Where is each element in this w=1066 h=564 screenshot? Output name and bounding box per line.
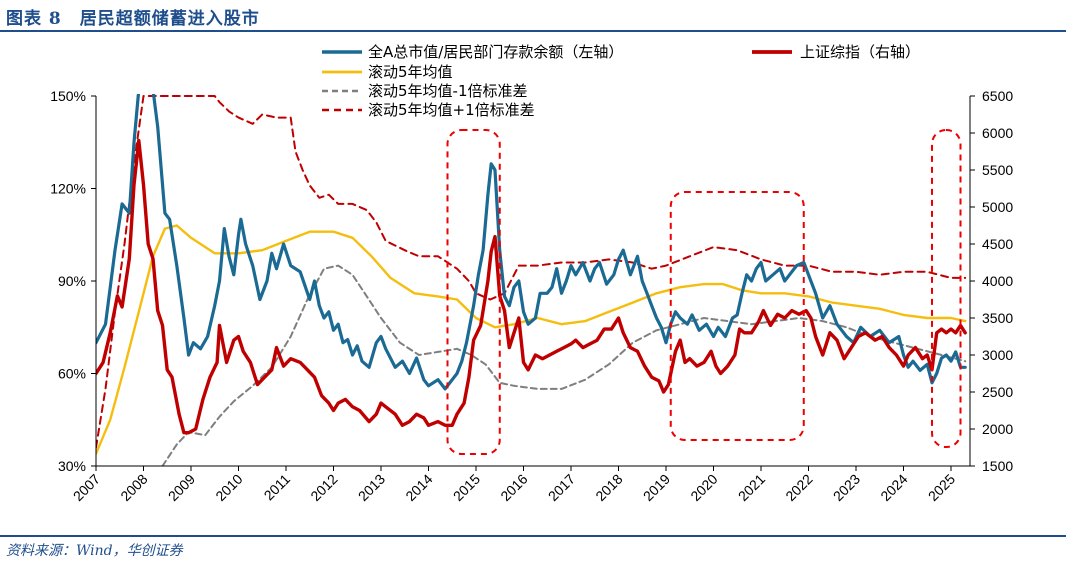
y-left-tick-label: 150% bbox=[50, 88, 86, 104]
series-line-minus_sd bbox=[161, 264, 967, 466]
x-tick-label: 2007 bbox=[70, 471, 103, 504]
x-tick-label: 2020 bbox=[687, 471, 720, 504]
x-tick-label: 2021 bbox=[735, 471, 768, 504]
y-right-tick-label: 5500 bbox=[982, 162, 1013, 178]
x-tick-label: 2015 bbox=[450, 471, 483, 504]
x-tick-label: 2025 bbox=[925, 471, 958, 504]
y-right-tick-label: 3500 bbox=[982, 310, 1013, 326]
legend: 全A总市值/居民部门存款余额（左轴） 上证综指（右轴） 滚动5年均值滚动5年均值-1… bbox=[322, 43, 920, 119]
highlight-box bbox=[446, 129, 501, 455]
top-rule bbox=[0, 30, 1066, 32]
x-tick-label: 2018 bbox=[592, 471, 625, 504]
legend-label-minus_sd: 滚动5年均值-1倍标准差 bbox=[368, 82, 528, 100]
series-line-mean bbox=[96, 224, 967, 455]
y-left-tick-label: 120% bbox=[50, 181, 86, 197]
x-tick-label: 2008 bbox=[117, 471, 150, 504]
y-right-tick-label: 2000 bbox=[982, 421, 1013, 437]
y-right-tick-label: 6000 bbox=[982, 125, 1013, 141]
x-tick-label: 2011 bbox=[261, 471, 294, 504]
y-right-tick-label: 6500 bbox=[982, 88, 1013, 104]
y-left-tick-label: 90% bbox=[58, 273, 86, 289]
legend-label-mean: 滚动5年均值 bbox=[368, 63, 453, 81]
y-right-tick-label: 4500 bbox=[982, 236, 1013, 252]
highlight-box bbox=[669, 191, 805, 441]
source-note: 资料来源：Wind，华创证券 bbox=[6, 543, 183, 559]
figure-title: 图表 8 居民超额储蓄进入股市 bbox=[6, 9, 260, 29]
series-line-ratio bbox=[96, 94, 967, 391]
y-left-tick-label: 60% bbox=[58, 366, 86, 382]
y-right-tick-label: 3000 bbox=[982, 347, 1013, 363]
series-line-plus_sd bbox=[96, 95, 967, 449]
x-tick-label: 2012 bbox=[307, 471, 340, 504]
y-left-tick-label: 30% bbox=[58, 458, 86, 474]
x-tick-label: 2016 bbox=[497, 471, 530, 504]
y-right-tick-label: 1500 bbox=[982, 458, 1013, 474]
series-line-index bbox=[96, 138, 967, 435]
x-tick-label: 2009 bbox=[165, 471, 198, 504]
x-tick-label: 2013 bbox=[355, 471, 388, 504]
highlight-boxes bbox=[446, 129, 962, 455]
legend-label-plus_sd: 滚动5年均值+1倍标准差 bbox=[368, 101, 535, 119]
x-tick-label: 2010 bbox=[212, 471, 245, 504]
y-right-tick-label: 4000 bbox=[982, 273, 1013, 289]
legend-label-ratio: 全A总市值/居民部门存款余额（左轴） bbox=[368, 43, 623, 61]
y-right-tick-label: 5000 bbox=[982, 199, 1013, 215]
x-tick-label: 2017 bbox=[545, 471, 578, 504]
y-right-tick-label: 2500 bbox=[982, 384, 1013, 400]
plot-lines bbox=[96, 94, 967, 466]
x-tick-label: 2023 bbox=[830, 471, 863, 504]
x-tick-label: 2014 bbox=[402, 471, 435, 504]
legend-label-index: 上证综指（右轴） bbox=[800, 43, 920, 61]
highlight-box bbox=[931, 129, 962, 448]
x-tick-label: 2022 bbox=[782, 471, 815, 504]
x-tick-label: 2024 bbox=[877, 471, 910, 504]
x-tick-label: 2019 bbox=[640, 471, 673, 504]
bottom-rule bbox=[0, 535, 1066, 537]
axes: 30% 60% 90% 120% 150% 1500 2000 2500 3000 3500 400… bbox=[50, 88, 1013, 504]
